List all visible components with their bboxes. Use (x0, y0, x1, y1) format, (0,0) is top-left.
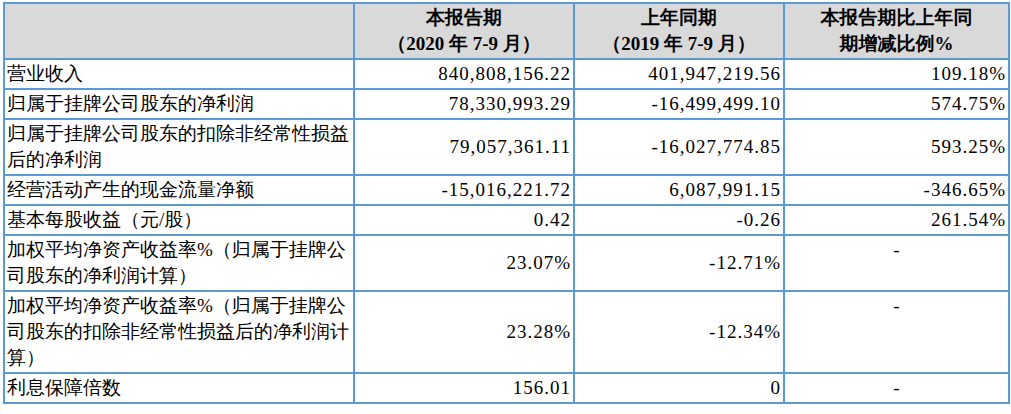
row-label: 营业收入 (4, 59, 354, 89)
value-current: 156.01 (354, 373, 574, 403)
value-prior: -16,027,774.85 (574, 119, 784, 175)
table-row: 归属于挂牌公司股东的净利润78,330,993.29-16,499,499.10… (4, 89, 1009, 119)
header-row: 本报告期 （2020 年 7-9 月） 上年同期 （2019 年 7-9 月） … (4, 3, 1009, 59)
row-label: 归属于挂牌公司股东的净利润 (4, 89, 354, 119)
row-label: 加权平均净资产收益率%（归属于挂牌公司股东的扣除非经常性损益后的净利润计算） (4, 291, 354, 373)
row-label: 经营活动产生的现金流量净额 (4, 175, 354, 205)
table-row: 经营活动产生的现金流量净额-15,016,221.726,087,991.15-… (4, 175, 1009, 205)
value-prior: -12.34% (574, 291, 784, 373)
header-corner-cell (4, 3, 354, 59)
row-label: 基本每股收益（元/股） (4, 205, 354, 235)
table-row: 加权平均净资产收益率%（归属于挂牌公司股东的净利润计算）23.07%-12.71… (4, 235, 1009, 291)
table-row: 利息保障倍数156.010- (4, 373, 1009, 403)
table-header: 本报告期 （2020 年 7-9 月） 上年同期 （2019 年 7-9 月） … (4, 3, 1009, 59)
value-current: 23.28% (354, 291, 574, 373)
value-current: 79,057,361.11 (354, 119, 574, 175)
value-prior: 6,087,991.15 (574, 175, 784, 205)
report-page: 本报告期 （2020 年 7-9 月） 上年同期 （2019 年 7-9 月） … (0, 0, 1011, 404)
value-prior: -12.71% (574, 235, 784, 291)
table-row: 基本每股收益（元/股）0.42-0.26261.54% (4, 205, 1009, 235)
value-current: 840,808,156.22 (354, 59, 574, 89)
value-change: 574.75% (784, 89, 1009, 119)
header-current-period: 本报告期 （2020 年 7-9 月） (354, 3, 574, 59)
value-prior: 401,947,219.56 (574, 59, 784, 89)
header-prior-period: 上年同期 （2019 年 7-9 月） (574, 3, 784, 59)
value-change: 109.18% (784, 59, 1009, 89)
row-label: 加权平均净资产收益率%（归属于挂牌公司股东的净利润计算） (4, 235, 354, 291)
value-change: 261.54% (784, 205, 1009, 235)
value-current: 0.42 (354, 205, 574, 235)
row-label: 归属于挂牌公司股东的扣除非经常性损益后的净利润 (4, 119, 354, 175)
table-row: 加权平均净资产收益率%（归属于挂牌公司股东的扣除非经常性损益后的净利润计算）23… (4, 291, 1009, 373)
value-prior: -0.26 (574, 205, 784, 235)
table-row: 营业收入840,808,156.22401,947,219.56109.18% (4, 59, 1009, 89)
value-change: 593.25% (784, 119, 1009, 175)
financial-summary-table: 本报告期 （2020 年 7-9 月） 上年同期 （2019 年 7-9 月） … (3, 2, 1010, 404)
value-current: 23.07% (354, 235, 574, 291)
value-prior: 0 (574, 373, 784, 403)
row-label: 利息保障倍数 (4, 373, 354, 403)
value-current: 78,330,993.29 (354, 89, 574, 119)
value-change: - (784, 235, 1009, 291)
value-change: - (784, 373, 1009, 403)
table-body: 营业收入840,808,156.22401,947,219.56109.18%归… (4, 59, 1009, 403)
value-prior: -16,499,499.10 (574, 89, 784, 119)
table-row: 归属于挂牌公司股东的扣除非经常性损益后的净利润79,057,361.11-16,… (4, 119, 1009, 175)
value-change: - (784, 291, 1009, 373)
value-change: -346.65% (784, 175, 1009, 205)
header-change-percent: 本报告期比上年同 期增减比例% (784, 3, 1009, 59)
value-current: -15,016,221.72 (354, 175, 574, 205)
